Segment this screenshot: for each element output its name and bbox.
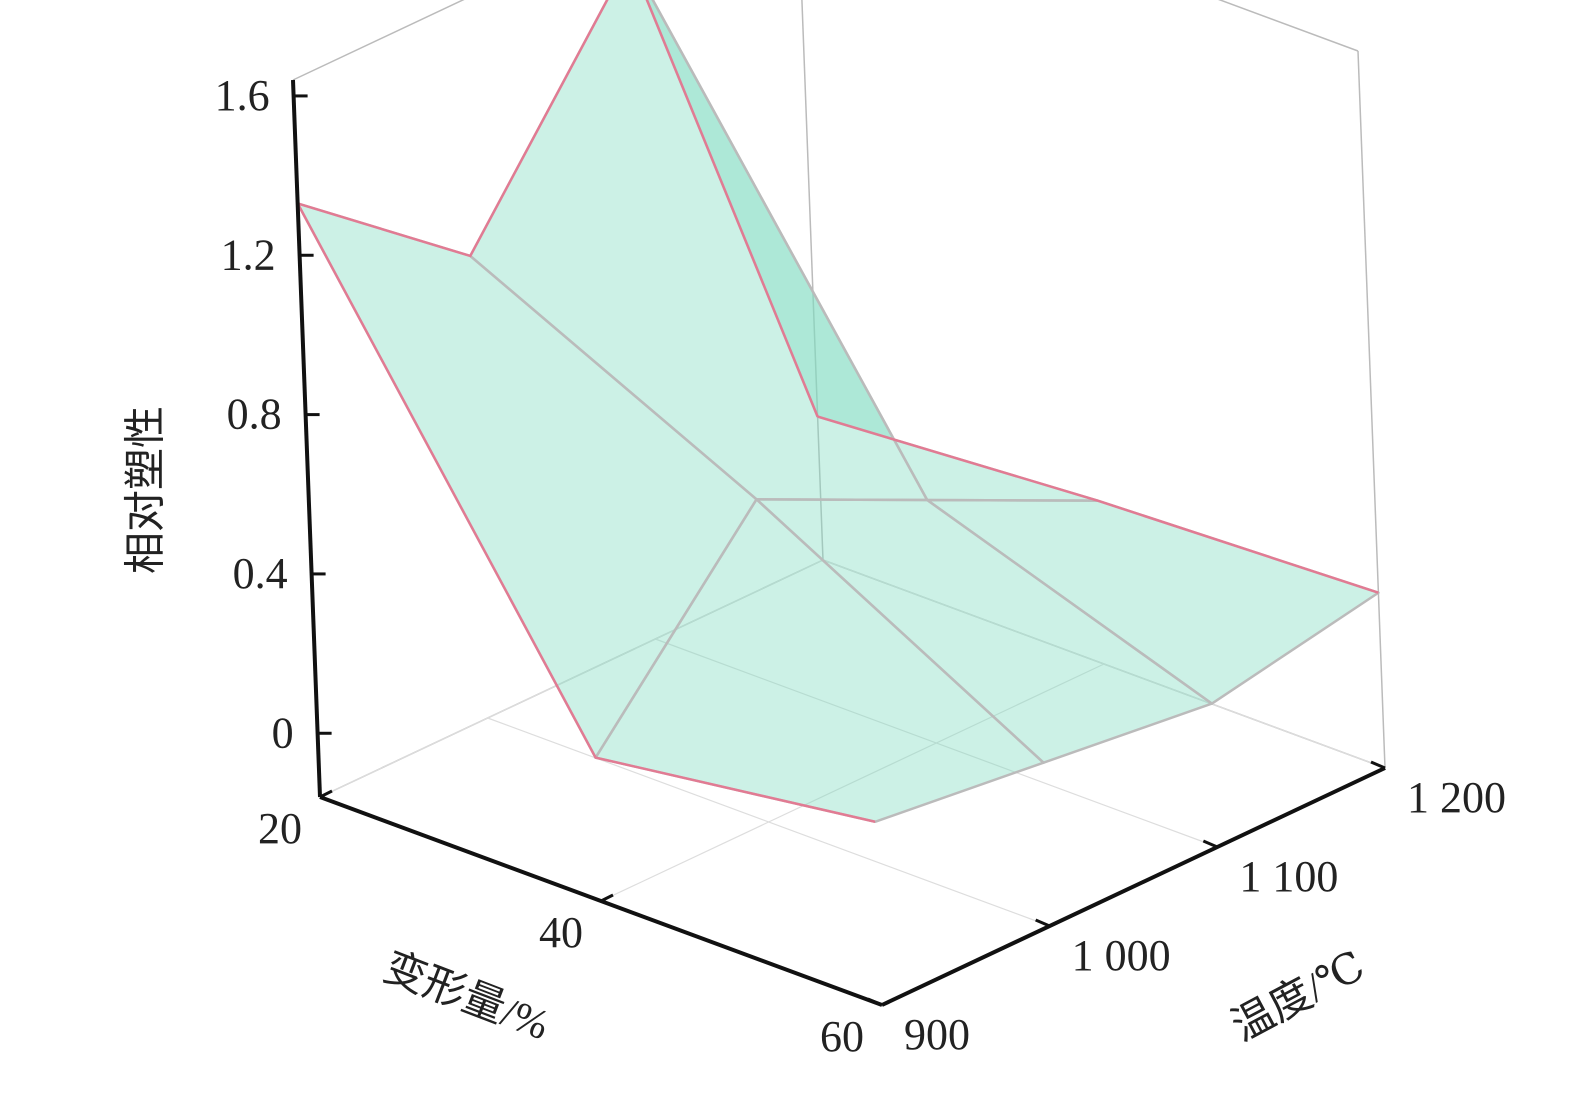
grid-line: [487, 717, 1050, 927]
z-tick-label: 0: [272, 708, 294, 757]
y-tick: [1202, 839, 1218, 849]
x-tick: [881, 997, 895, 1007]
z-axis: [291, 79, 322, 798]
x-tick: [600, 893, 614, 903]
y-tick-label: 1 100: [1239, 852, 1338, 901]
x-tick-label: 20: [258, 804, 302, 853]
surface-edge: [296, 202, 876, 823]
x-axis-title: 变形量/%: [377, 944, 555, 1050]
box-edge: [1357, 50, 1386, 769]
x-tick-label: 40: [539, 908, 583, 957]
z-tick-label: 0.8: [227, 390, 282, 439]
grid-line: [600, 663, 1105, 902]
z-tick-label: 1.6: [215, 71, 270, 120]
grid-line: [822, 559, 1386, 769]
box-edge: [1218, 0, 1359, 52]
z-tick-label: 1.2: [221, 230, 276, 279]
z-axis-title: 相对塑性: [124, 406, 170, 574]
y-tick: [1370, 760, 1386, 770]
y-tick-label: 1 000: [1072, 931, 1171, 980]
box-edge: [801, 0, 824, 561]
z-tick-label: 0.4: [233, 549, 288, 598]
box-edge: [292, 0, 465, 81]
y-axis-title: 温度/℃: [1225, 943, 1373, 1051]
grid-line: [319, 559, 824, 798]
x-tick: [319, 789, 333, 799]
y-tick-label: 1 200: [1407, 773, 1506, 822]
x-tick-label: 60: [820, 1012, 864, 1061]
grid-line: [655, 638, 1218, 848]
y-axis: [881, 766, 1386, 1007]
surface-edge: [297, 0, 819, 418]
y-tick: [1035, 918, 1051, 928]
y-tick: [867, 997, 883, 1007]
surface-edge: [817, 415, 1379, 594]
y-tick-label: 900: [904, 1010, 970, 1059]
